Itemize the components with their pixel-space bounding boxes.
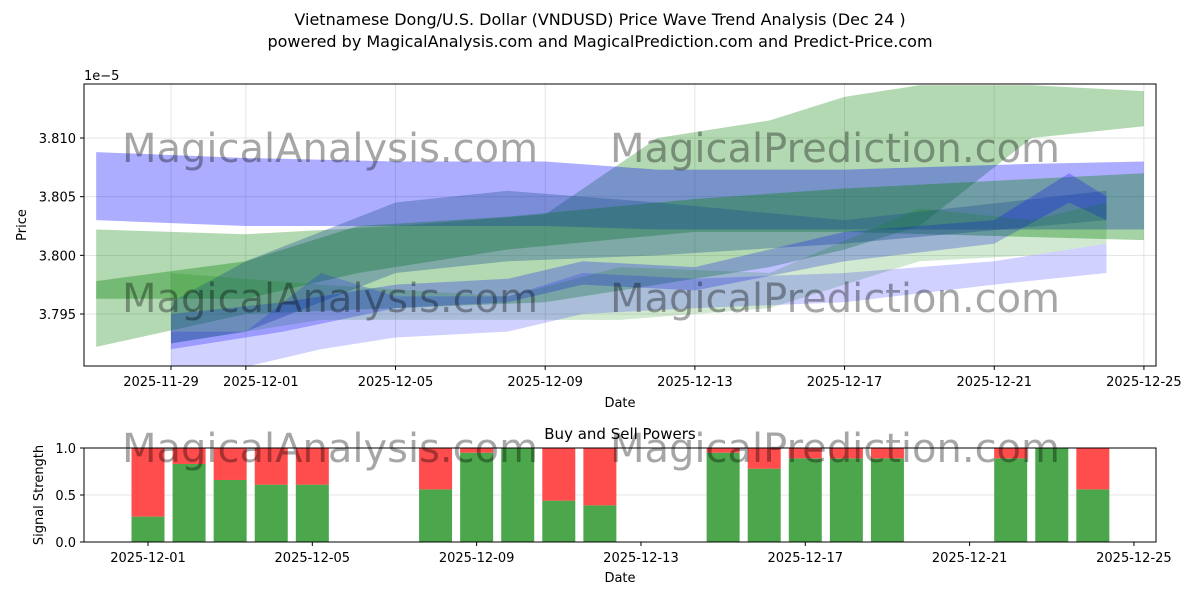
x-tick-label: 2025-12-25 [1106,375,1182,390]
y-tick-label: 3.810 [39,132,76,147]
y-tick-label: 0.5 [55,489,76,504]
x-tick-label: 2025-12-21 [932,551,1008,566]
sell-bar [213,448,247,480]
sell-bar [172,448,206,464]
y-tick-label: 3.795 [39,308,76,323]
sell-bar [994,448,1028,459]
wave-band-green-wide [96,85,1144,347]
buy-bar [501,448,535,542]
sell-bar [1076,448,1110,490]
bottom-ylabel: Signal Strength [32,445,47,545]
watermark: MagicalPrediction.com [610,276,1060,322]
x-tick-label: 2025-12-25 [1096,551,1172,566]
buy-bar [583,505,617,542]
wave-band-blue-mid [171,173,1107,350]
buy-bar [131,516,165,542]
wave-band-green-low [171,202,1107,344]
x-tick-label: 2025-12-01 [223,375,299,390]
buy-bar [172,463,206,542]
buy-bar [706,452,740,542]
sell-bar [295,448,329,485]
wave-band-blue-rising [171,190,1107,344]
sell-bar [706,448,740,453]
sell-bar [542,448,576,501]
y-tick-label: 1.0 [55,442,76,457]
sell-bar [460,448,494,453]
bands [96,85,1144,366]
buy-bar [788,458,822,542]
sell-bar [747,448,781,469]
wave-band-blue-light-low [171,243,1107,366]
sell-bar [870,448,904,459]
x-tick-label: 2025-12-05 [275,551,351,566]
plot-frame [83,83,1157,367]
y-tick-label: 0.0 [55,536,76,551]
buy-bar [419,489,453,542]
buy-bar [829,458,863,542]
buy-bar [460,452,494,542]
y-tick-label: 3.805 [39,191,76,206]
watermark: MagicalAnalysis.com [122,426,538,472]
x-tick-label: 2025-12-13 [603,551,679,566]
bottom-title: Buy and Sell Powers [544,425,696,443]
x-tick-label: 2025-12-09 [507,375,583,390]
plot-frame [83,447,1157,543]
x-tick-label: 2025-12-13 [657,375,733,390]
y-scale-label: 1e−5 [84,69,119,84]
top-xlabel: Date [604,396,635,411]
chart-subtitle: powered by MagicalAnalysis.com and Magic… [267,32,932,51]
x-tick-label: 2025-12-21 [956,375,1032,390]
sell-bar [788,448,822,459]
signal-plot: 0.0 0.5 1.0 2025-12-01 2025-12-05 2025-12-09 2… [55,426,1171,566]
x-tick-label: 2025-12-09 [439,551,515,566]
sell-bar [419,448,453,490]
x-tick-label: 2025-12-05 [358,375,434,390]
top-ylabel: Price [15,209,30,241]
watermark: MagicalAnalysis.com [122,276,538,322]
buy-bar [254,484,288,542]
x-tick-label: 2025-12-01 [110,551,186,566]
chart-title: Vietnamese Dong/U.S. Dollar (VNDUSD) Pri… [294,10,905,29]
sell-bar [829,448,863,459]
buy-bar [542,500,576,542]
buy-bar [994,458,1028,542]
buy-bar [1076,489,1110,542]
buy-bar [747,468,781,542]
x-tick-label: 2025-12-17 [767,551,843,566]
wave-band-blue-wide [96,152,1144,230]
x-tick-label: 2025-11-29 [123,375,199,390]
buy-bar [295,484,329,542]
buy-bar [870,458,904,542]
watermark: MagicalPrediction.com [610,126,1060,172]
price-plot: 2025-11-29 2025-12-01 2025-12-05 2025-12-09… [39,83,1182,390]
sell-bar [254,448,288,485]
sell-bar [583,448,617,506]
x-tick-label: 2025-12-17 [807,375,883,390]
buy-bar [1035,448,1069,542]
wave-band-green-mid [96,173,1144,299]
watermark: MagicalPrediction.com [610,426,1060,472]
bottom-xlabel: Date [604,571,635,586]
y-tick-label: 3.800 [39,249,76,264]
sell-bar [131,448,165,517]
watermark: MagicalAnalysis.com [122,126,538,172]
buy-bar [213,479,247,542]
